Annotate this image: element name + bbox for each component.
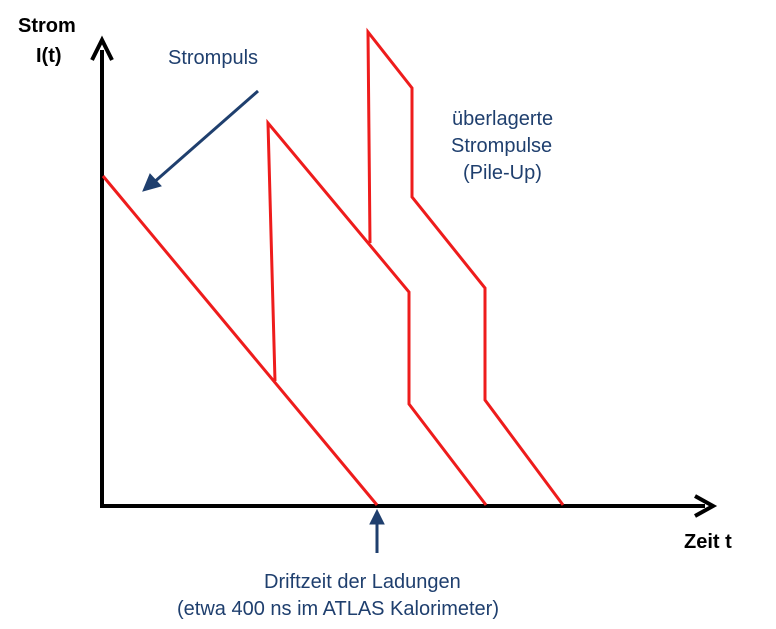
y-axis-label: Strom xyxy=(18,15,76,37)
overlay-label-line-2: Strompulse xyxy=(451,135,552,157)
driftzeit-arrowhead xyxy=(369,508,385,525)
y-axis-label-symbol: I(t) xyxy=(36,45,62,67)
second-pulse-line xyxy=(266,118,488,506)
pile-up-pulse-line xyxy=(366,27,565,506)
strompuls-label: Strompuls xyxy=(168,47,258,69)
drift-label-line-2: (etwa 400 ns im ATLAS Kalorimeter) xyxy=(177,598,499,620)
y-axis-arrowhead xyxy=(90,35,114,61)
annotation-arrows xyxy=(142,89,385,553)
overlay-label-line-3: (Pile-Up) xyxy=(463,162,542,184)
x-axis-arrowhead xyxy=(694,494,718,518)
drift-label-line-1: Driftzeit der Ladungen xyxy=(264,571,461,593)
x-axis-label: Zeit t xyxy=(684,531,732,553)
axes xyxy=(90,35,718,518)
single-pulse-line xyxy=(101,175,379,506)
pulses xyxy=(101,27,565,506)
strompuls-arrow-shaft xyxy=(151,89,259,186)
overlay-label-line-1: überlagerte xyxy=(452,108,553,130)
strompuls-arrowhead xyxy=(142,173,162,192)
